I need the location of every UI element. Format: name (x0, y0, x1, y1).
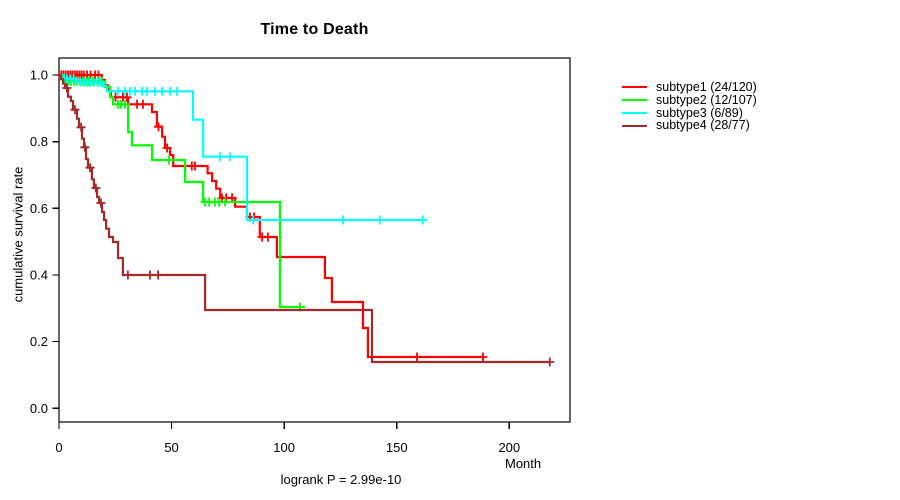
legend-line-swatch (622, 99, 647, 102)
legend-line-swatch (622, 111, 647, 114)
x-axis-title: Month (505, 456, 542, 471)
legend-label: subtype1 (24/120) (656, 80, 757, 94)
legend-label: subtype4 (28/77) (656, 118, 750, 133)
legend: subtype1 (24/120) subtype2 (12/107) subtyp… (622, 81, 757, 132)
logrank-p-value: logrank P = 2.99e-10 (280, 472, 402, 487)
legend-item-subtype4: subtype4 (28/77) (622, 119, 757, 132)
y-tick-label: 0.8 (30, 134, 48, 149)
survival-curve-subtype1 (59, 73, 483, 359)
censor-marks-subtype4 (62, 83, 555, 367)
chart-title: Time to Death (260, 21, 369, 38)
censor-marks-subtype2 (63, 76, 305, 312)
x-tick-label: 200 (498, 440, 520, 455)
legend-line-swatch (622, 86, 647, 89)
legend-line-swatch (622, 124, 647, 127)
y-tick-label: 0.0 (30, 401, 48, 416)
x-tick-label: 0 (55, 440, 62, 455)
legend-label: subtype2 (12/107) (656, 92, 757, 107)
plot-border (58, 57, 571, 423)
x-tick-label: 100 (273, 440, 295, 455)
legend-item-subtype1: subtype1 (24/120) (622, 81, 757, 94)
survival-curve-subtype4 (59, 73, 550, 364)
y-tick-label: 0.6 (30, 201, 48, 216)
legend-item-subtype2: subtype2 (12/107) (622, 92, 757, 107)
y-tick-label: 1.0 (30, 68, 48, 83)
legend-label: subtype3 (6/89) (656, 105, 743, 120)
legend-item-subtype3: subtype3 (6/89) (622, 105, 757, 120)
censor-marks-subtype3 (62, 74, 428, 225)
x-tick-label: 150 (386, 440, 408, 455)
y-tick-label: 0.2 (30, 334, 48, 349)
y-tick-label: 0.4 (30, 267, 48, 282)
x-tick-label: 50 (164, 440, 178, 455)
